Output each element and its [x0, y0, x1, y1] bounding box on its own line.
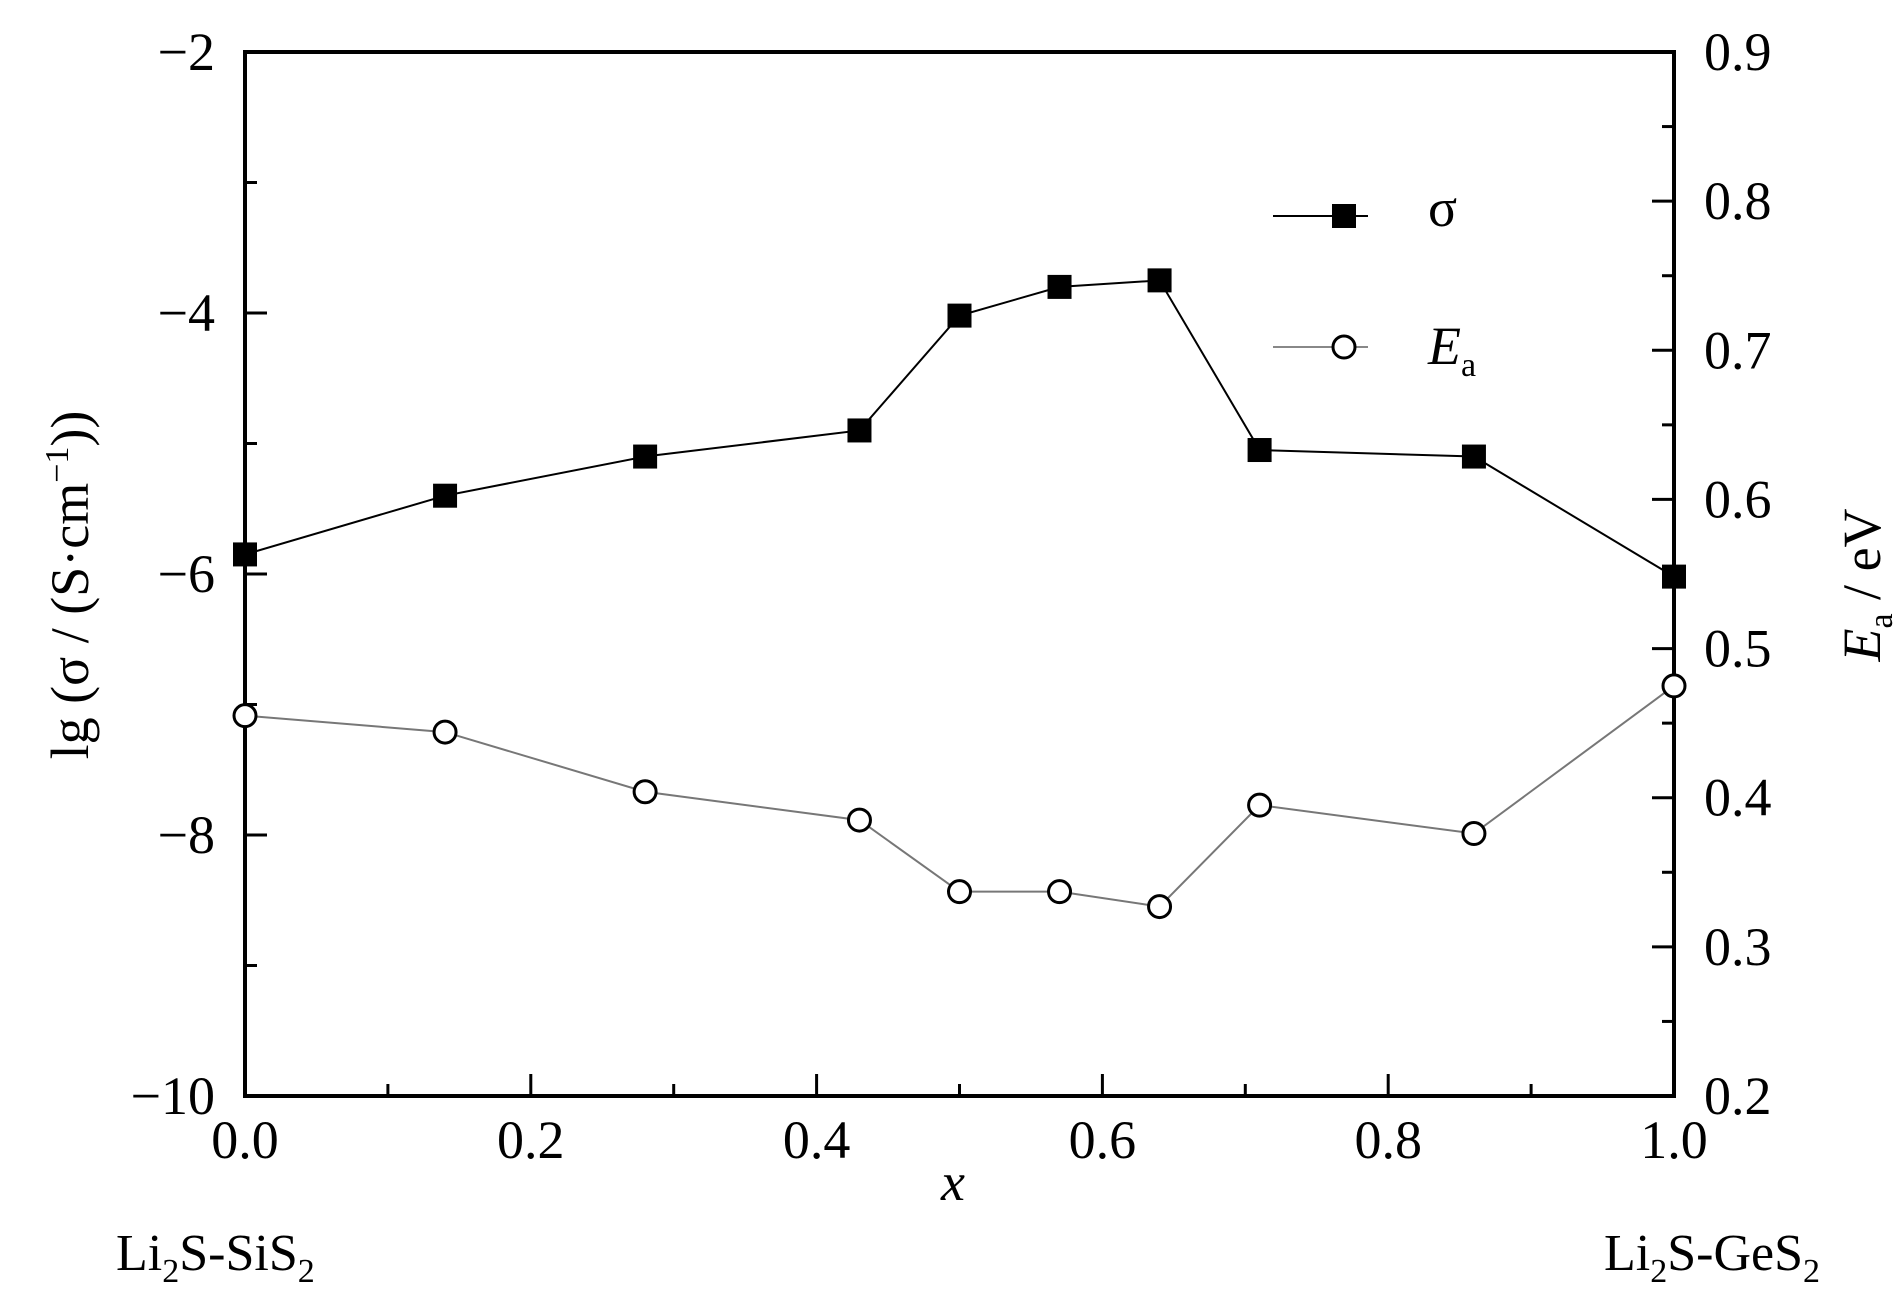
ea-data-point [846, 807, 872, 833]
endmember-right-a: Li [1604, 1225, 1650, 1282]
right-axis-title-main: E [1832, 629, 1892, 663]
endmember-left-b-sub: 2 [298, 1253, 315, 1290]
endmember-right-a-sub: 2 [1650, 1253, 1667, 1290]
x-tick-label: 0.4 [783, 1110, 851, 1170]
ea-series-line [244, 685, 1675, 908]
sigma-data-point [1662, 564, 1686, 589]
left-axis-title-sup: −1 [39, 447, 76, 483]
legend-sigma-marker [1332, 204, 1356, 228]
legend-ea-label: Ea [1427, 316, 1476, 384]
right-tick-label: 0.8 [1704, 171, 1772, 231]
endmember-right-label: Li2S-GeS2 [1604, 1225, 1820, 1290]
left-axis-ticks: −10 −8 −6 −4 −2 [131, 22, 267, 1126]
endmember-left-b: S-SiS [179, 1225, 298, 1282]
right-tick-label: 0.4 [1704, 768, 1772, 828]
x-tick-label: 0.8 [1354, 1110, 1422, 1170]
left-tick-label: −2 [158, 22, 215, 82]
ea-data-point [1247, 792, 1273, 818]
ea-data-point [232, 703, 258, 729]
left-axis-title: lg (σ / (S·cm−1)) [39, 411, 100, 760]
x-tick-label: 0.2 [497, 1110, 565, 1170]
sigma-data-point [1147, 268, 1172, 293]
x-tick-label: 0.6 [1069, 1110, 1137, 1170]
endmember-right-b-sub: 2 [1803, 1253, 1820, 1290]
x-axis-ticks: 0.0 0.2 0.4 0.6 0.8 1.0 [211, 1074, 1708, 1170]
right-axis-title-sub: a [1863, 613, 1900, 628]
sigma-data-point [1047, 274, 1072, 299]
right-axis-title: Ea / eV [1832, 508, 1900, 662]
sigma-data-point [1247, 438, 1272, 463]
sigma-data-point [633, 444, 658, 469]
ea-data-point [1461, 821, 1487, 847]
right-tick-label: 0.2 [1704, 1066, 1772, 1126]
endmember-left-label: Li2S-SiS2 [116, 1225, 315, 1290]
ea-data-point [1661, 673, 1687, 699]
left-axis-title-end: )) [40, 411, 100, 447]
sigma-series-line [244, 279, 1675, 578]
sigma-data-point [233, 542, 257, 567]
left-axis-title-main: lg (σ / (S·cm [40, 483, 100, 760]
ea-data-point [947, 879, 972, 905]
endmember-left-a-sub: 2 [162, 1253, 179, 1290]
sigma-data-point [1461, 444, 1486, 469]
right-tick-label: 0.6 [1704, 469, 1772, 529]
right-tick-label: 0.5 [1704, 619, 1772, 679]
legend-ea-label-sub: a [1461, 347, 1476, 384]
legend-sigma-label: σ [1428, 178, 1457, 238]
left-tick-label: −4 [158, 283, 215, 343]
series-lines [244, 279, 1675, 908]
left-tick-label: −8 [158, 805, 215, 865]
plot-border [243, 50, 1676, 1098]
left-tick-label: −10 [131, 1066, 215, 1126]
ea-data-point [1147, 894, 1173, 920]
series-markers [232, 268, 1687, 920]
endmember-left-a: Li [116, 1225, 162, 1282]
right-axis-ticks: 0.2 0.3 0.4 0.5 0.6 0.7 0.8 0.9 [1652, 22, 1772, 1126]
x-axis-title: x [940, 1152, 965, 1212]
ea-data-point [432, 719, 458, 745]
right-tick-label: 0.7 [1704, 320, 1772, 380]
right-tick-label: 0.9 [1704, 22, 1772, 82]
legend-ea-marker [1331, 334, 1357, 360]
right-tick-label: 0.3 [1704, 917, 1772, 977]
endmember-right-b: S-GeS [1667, 1225, 1803, 1282]
sigma-data-point [847, 418, 872, 443]
x-tick-label: 0.0 [211, 1110, 279, 1170]
ea-data-point [1047, 879, 1073, 905]
right-axis-title-unit: / eV [1832, 508, 1892, 613]
sigma-data-point [947, 303, 972, 328]
x-tick-label: 1.0 [1640, 1110, 1708, 1170]
legend: σ Ea [1273, 178, 1476, 384]
ea-data-point [632, 779, 658, 805]
left-tick-label: −6 [158, 544, 215, 604]
plot-frame [243, 50, 1676, 1098]
legend-ea-label-main: E [1427, 316, 1461, 376]
sigma-data-point [433, 483, 458, 508]
